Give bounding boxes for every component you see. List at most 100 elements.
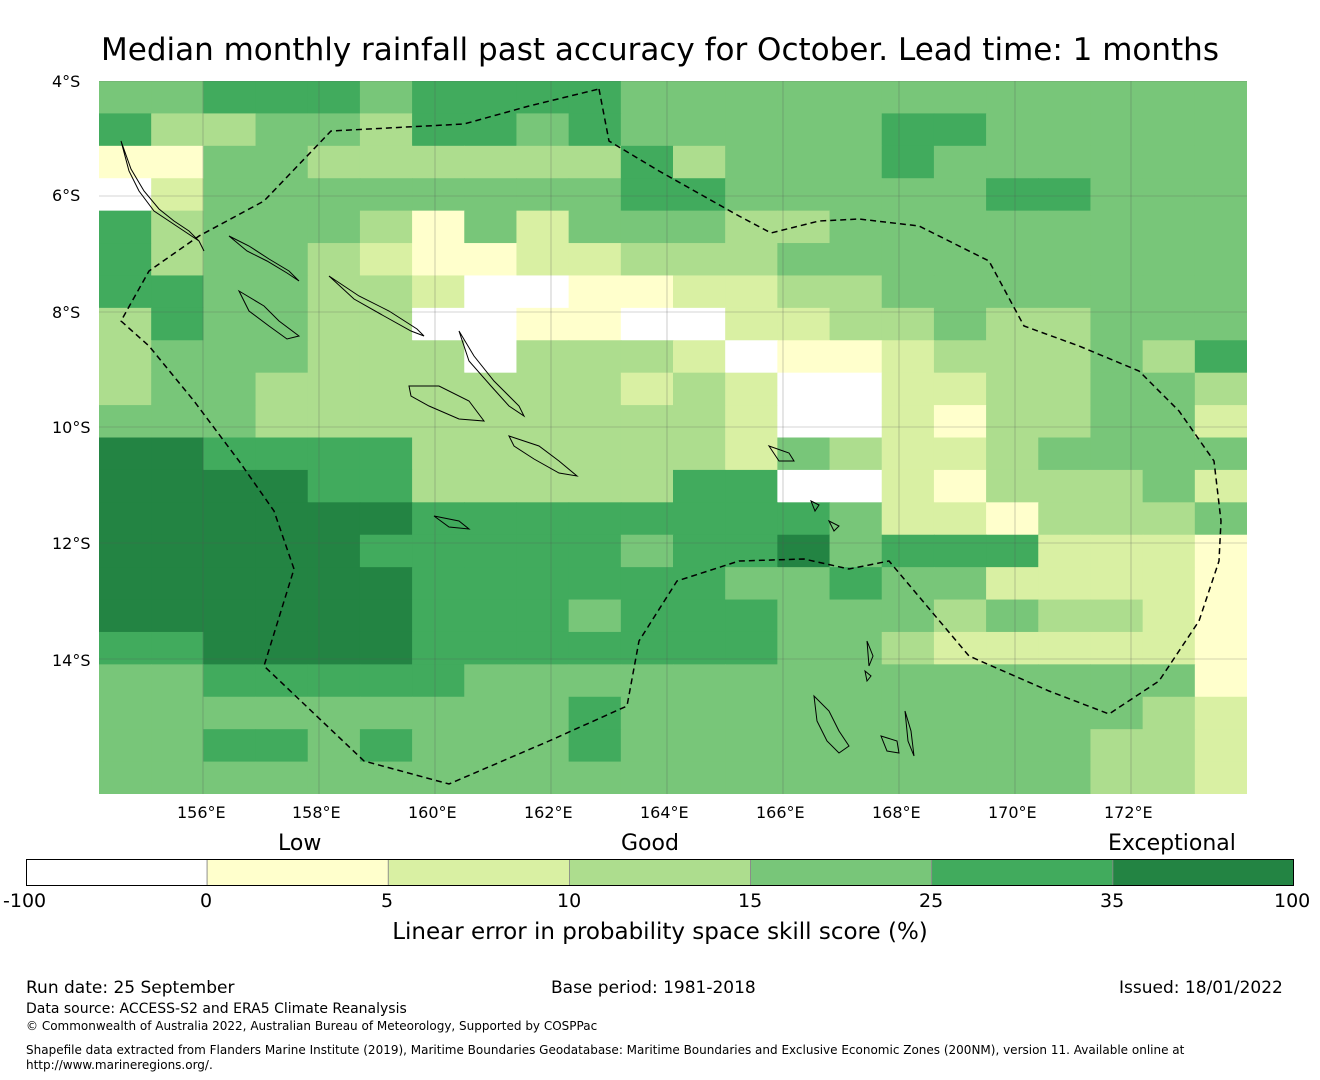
grid-cell <box>673 145 726 179</box>
grid-cell <box>933 599 987 633</box>
grid-cell <box>620 275 674 309</box>
grid-cell <box>777 761 831 794</box>
grid-cell <box>464 761 518 794</box>
grid-cell <box>151 81 204 115</box>
grid-cell <box>777 307 831 341</box>
grid-cell <box>1038 307 1092 341</box>
grid-cell <box>1142 307 1196 341</box>
grid-cell <box>359 761 413 794</box>
grid-cell <box>412 178 465 212</box>
grid-cell <box>829 372 883 406</box>
island-small-1 <box>810 499 820 513</box>
grid-cell <box>1194 534 1247 568</box>
grid-cell <box>933 502 987 536</box>
grid-cell <box>986 405 1039 439</box>
grid-cell <box>725 275 778 309</box>
grid-cell <box>986 761 1039 794</box>
grid-cell <box>568 210 622 244</box>
grid-cell <box>933 372 987 406</box>
grid-cell <box>673 469 726 503</box>
grid-cell <box>412 437 465 471</box>
grid-cell <box>99 534 152 568</box>
grid-cell <box>620 502 674 536</box>
grid-cell <box>307 631 361 665</box>
grid-cell <box>986 664 1039 698</box>
grid-cell <box>255 729 309 763</box>
grid-cell <box>1038 631 1092 665</box>
grid-cell <box>255 340 309 374</box>
grid-cell <box>1194 664 1247 698</box>
grid-cell <box>516 81 570 115</box>
grid-cell <box>307 405 361 439</box>
grid-cell <box>99 761 152 794</box>
grid-cell <box>725 178 778 212</box>
grid-cell <box>203 761 257 794</box>
grid-cell <box>1142 113 1196 147</box>
colorbar-tick: 15 <box>738 890 763 912</box>
grid-cell <box>777 631 831 665</box>
lon-label: 168°E <box>872 803 921 822</box>
grid-cell <box>673 243 726 277</box>
grid-cell <box>412 307 465 341</box>
grid-cell <box>99 243 152 277</box>
grid-cell <box>673 761 726 794</box>
grid-cell <box>777 210 831 244</box>
grid-cell <box>1038 340 1092 374</box>
grid-cell <box>255 275 309 309</box>
grid-cell <box>99 113 152 147</box>
lat-label: 14°S <box>52 651 91 670</box>
colorbar-segment <box>387 859 570 886</box>
grid-cell <box>359 81 413 115</box>
island-small-2 <box>827 519 840 532</box>
grid-cell <box>99 81 152 115</box>
grid-cell <box>1038 664 1092 698</box>
grid-cell <box>1194 631 1247 665</box>
grid-cell <box>725 113 778 147</box>
grid-cell <box>933 243 987 277</box>
colorbar-border <box>26 859 1294 886</box>
grid-cell <box>1194 145 1247 179</box>
lat-label: 4°S <box>52 72 81 91</box>
grid-cell <box>1142 81 1196 115</box>
grid-cell <box>673 534 726 568</box>
island-bougainville <box>120 140 205 252</box>
grid-cell <box>1142 405 1196 439</box>
grid-cell <box>464 437 518 471</box>
grid-cell <box>307 696 361 730</box>
grid-cell <box>620 729 674 763</box>
grid-cell <box>881 599 935 633</box>
grid-cell <box>673 729 726 763</box>
grid-cell <box>829 599 883 633</box>
grid-cell <box>359 567 413 601</box>
grid-cell <box>1142 567 1196 601</box>
grid-cell <box>777 405 831 439</box>
grid-cell <box>1194 372 1247 406</box>
grid-cell <box>464 81 518 115</box>
grid-cell <box>1194 696 1247 730</box>
grid-cell <box>620 696 674 730</box>
grid-cell <box>1038 761 1092 794</box>
grid-cell <box>203 567 257 601</box>
grid-cell <box>203 631 257 665</box>
grid-cell <box>673 178 726 212</box>
grid-cell <box>568 567 622 601</box>
grid-cell <box>1090 243 1144 277</box>
grid-cell <box>464 599 518 633</box>
grid-cell <box>725 243 778 277</box>
grid-cell <box>777 469 831 503</box>
grid-cell <box>673 599 726 633</box>
grid-cell <box>412 664 465 698</box>
grid-cell <box>1090 81 1144 115</box>
grid-cell <box>151 372 204 406</box>
grid-cell <box>1142 534 1196 568</box>
grid-cell <box>151 599 204 633</box>
grid-cell <box>777 145 831 179</box>
grid-cell <box>673 307 726 341</box>
grid-cell <box>725 307 778 341</box>
grid-cell <box>933 178 987 212</box>
island-rennell <box>433 515 471 530</box>
grid-cell <box>620 405 674 439</box>
lat-label: 10°S <box>52 418 91 437</box>
lat-label: 8°S <box>52 303 81 322</box>
grid-cell <box>203 599 257 633</box>
